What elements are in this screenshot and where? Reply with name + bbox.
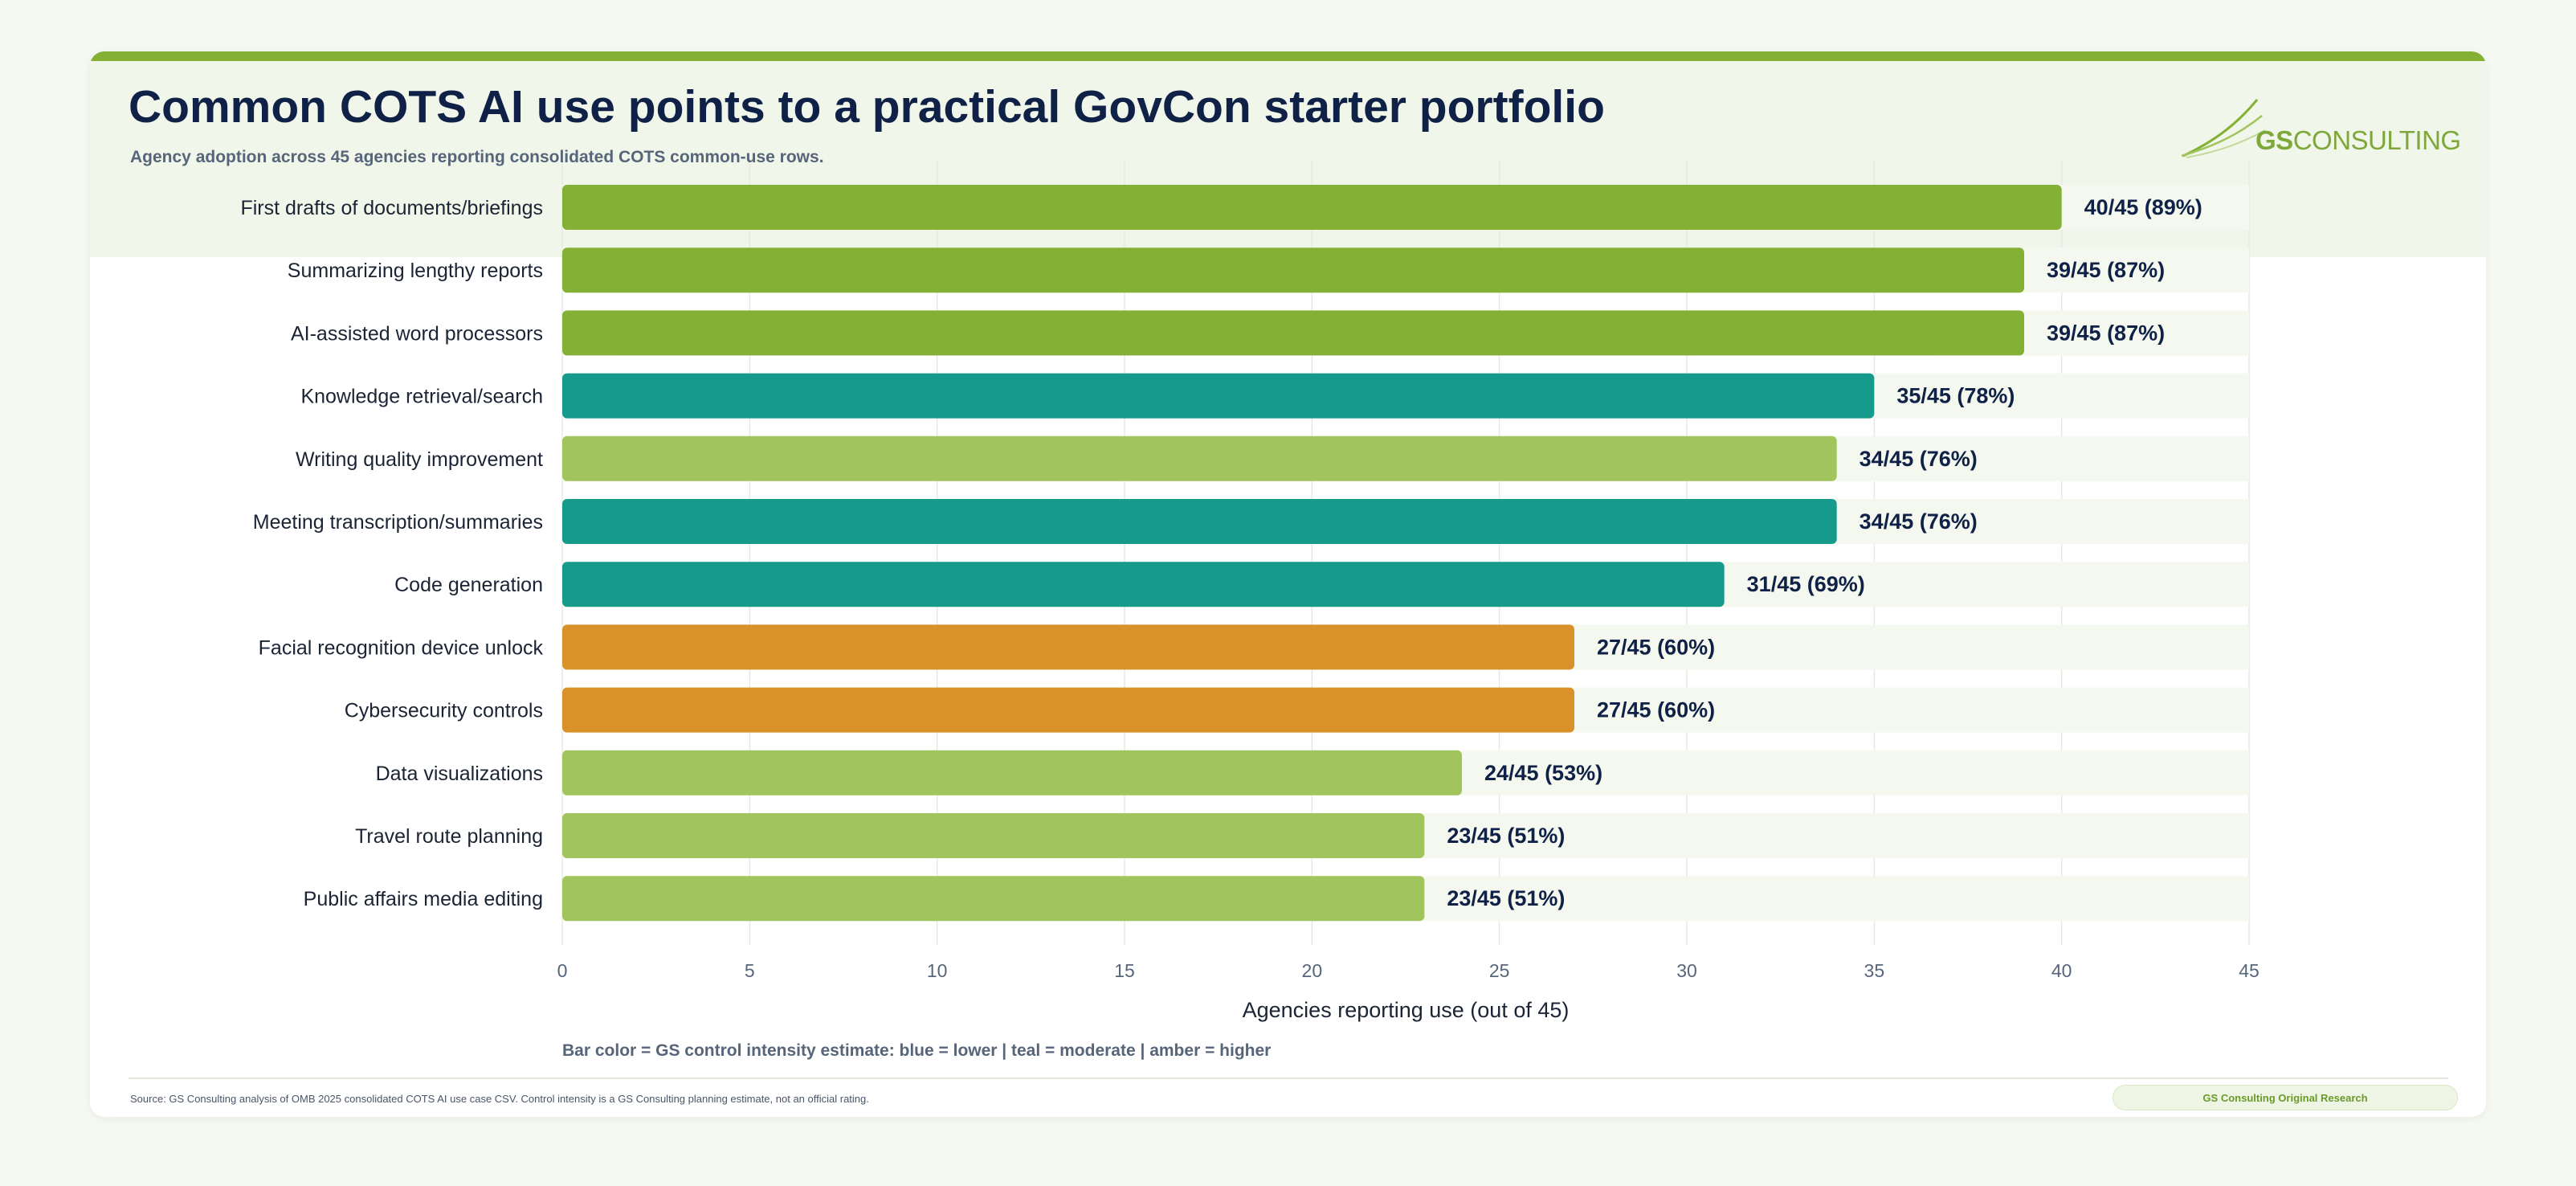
category-label: Knowledge retrieval/search: [300, 386, 543, 408]
category-label: Code generation: [394, 574, 543, 596]
category-label: Travel route planning: [355, 825, 543, 848]
chart-subtitle: Agency adoption across 45 agencies repor…: [130, 148, 824, 166]
x-tick-label: 45: [2239, 960, 2260, 981]
category-label: AI-assisted word processors: [291, 322, 543, 345]
category-label: Public affairs media editing: [304, 888, 543, 910]
x-tick-label: 35: [1864, 960, 1885, 981]
data-label: 27/45 (60%): [1597, 698, 1715, 722]
x-tick-label: 20: [1302, 960, 1323, 981]
gs-consulting-logo: GSCONSULTING: [2256, 125, 2461, 156]
x-tick-label: 5: [745, 960, 755, 981]
x-axis-title: Agencies reporting use (out of 45): [1243, 998, 1570, 1022]
bar: [562, 624, 1574, 670]
bar-chart: First drafts of documents/briefings 40/45…: [240, 161, 2260, 1022]
category-label: Data visualizations: [376, 763, 543, 785]
x-tick-label: 0: [557, 960, 568, 981]
original-research-badge: GS Consulting Original Research: [2113, 1085, 2458, 1110]
category-label: Cybersecurity controls: [345, 700, 543, 722]
logo-text-gs: GS: [2256, 125, 2293, 155]
data-label: 31/45 (69%): [1747, 572, 1865, 596]
bar: [562, 562, 1725, 607]
bar: [562, 687, 1574, 733]
data-label: 23/45 (51%): [1447, 824, 1565, 848]
gs-consulting-logo-swoosh-icon: [2181, 99, 2266, 158]
bar: [562, 436, 1837, 481]
bar: [562, 373, 1875, 419]
data-label: 39/45 (87%): [2047, 258, 2165, 282]
bar: [562, 310, 2024, 356]
top-accent-rule: [90, 51, 2486, 61]
x-tick-label: 30: [1676, 960, 1697, 981]
bar: [562, 247, 2024, 293]
chart-title: Common COTS AI use points to a practical…: [129, 81, 1605, 133]
data-label: 34/45 (76%): [1860, 509, 1978, 534]
footer-divider: [129, 1078, 2448, 1079]
bar: [562, 876, 1425, 922]
data-label: 35/45 (78%): [1896, 384, 2015, 408]
bar: [562, 185, 2062, 230]
data-label: 27/45 (60%): [1597, 635, 1715, 659]
data-label: 40/45 (89%): [2084, 195, 2202, 219]
category-label: Writing quality improvement: [296, 448, 543, 471]
bar: [562, 499, 1837, 544]
category-label: First drafts of documents/briefings: [240, 197, 543, 219]
x-tick-label: 10: [927, 960, 948, 981]
logo-text-consulting: CONSULTING: [2292, 125, 2461, 155]
category-label: Summarizing lengthy reports: [288, 260, 543, 282]
x-tick-label: 25: [1489, 960, 1510, 981]
source-note: Source: GS Consulting analysis of OMB 20…: [130, 1093, 869, 1105]
category-label: Meeting transcription/summaries: [253, 511, 543, 534]
color-legend-note: Bar color = GS control intensity estimat…: [562, 1041, 1272, 1060]
x-tick-label: 15: [1114, 960, 1135, 981]
category-label: Facial recognition device unlock: [259, 636, 544, 659]
data-label: 39/45 (87%): [2047, 321, 2165, 345]
data-label: 24/45 (53%): [1484, 761, 1602, 785]
x-tick-label: 40: [2051, 960, 2072, 981]
bar: [562, 813, 1425, 858]
data-label: 34/45 (76%): [1860, 447, 1978, 471]
bar: [562, 750, 1462, 795]
chart-card: First drafts of documents/briefings 40/45…: [90, 51, 2486, 1117]
data-label: 23/45 (51%): [1447, 886, 1565, 910]
